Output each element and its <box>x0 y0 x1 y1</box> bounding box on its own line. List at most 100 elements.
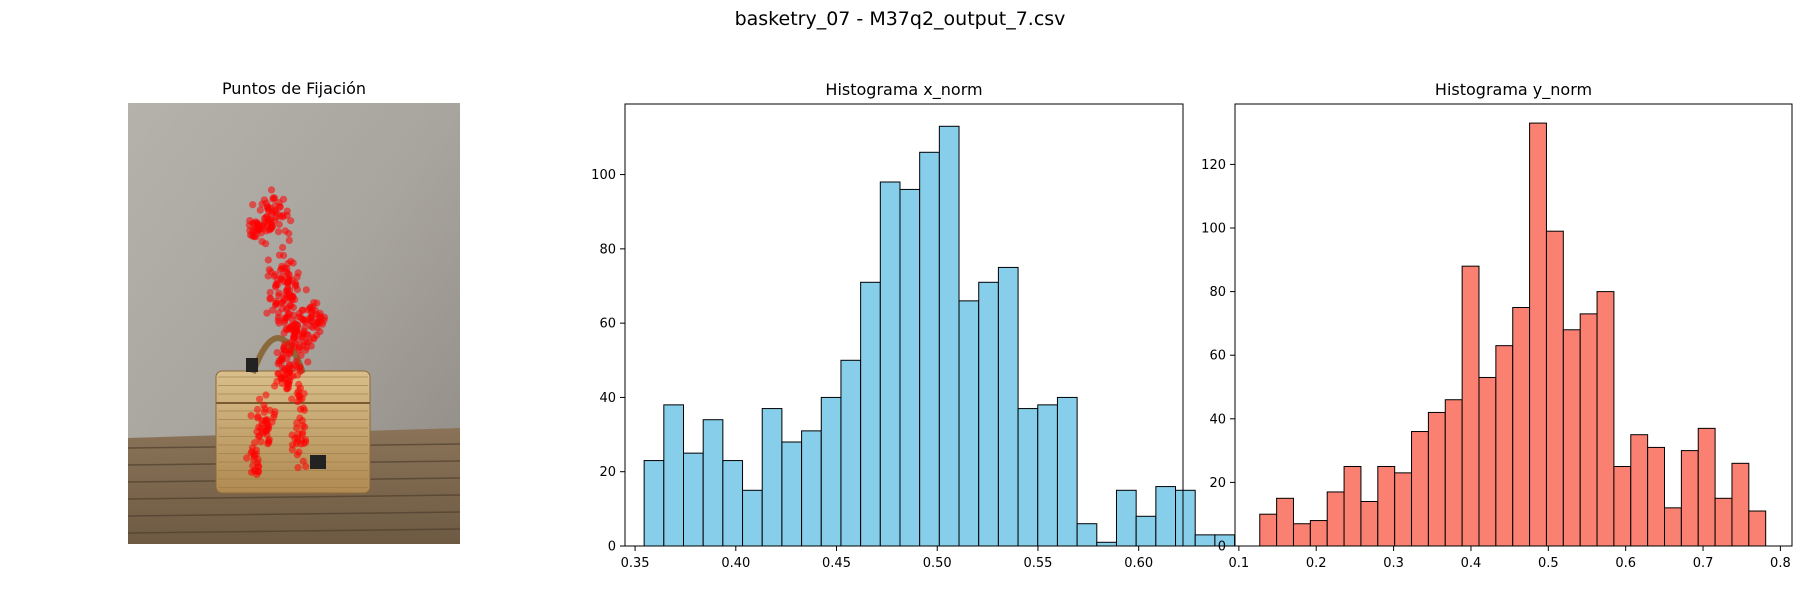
fixation-point <box>261 405 269 413</box>
fixation-point <box>289 259 297 267</box>
basket-photo <box>127 103 461 544</box>
y-tick-label: 80 <box>1209 285 1226 300</box>
y-tick-label: 40 <box>1209 412 1226 427</box>
fixation-point <box>293 419 301 427</box>
histogram-bar <box>1478 376 1497 547</box>
fixation-point <box>299 404 307 412</box>
fixation-point <box>317 314 325 322</box>
x-tick-label: 0.7 <box>1693 556 1714 571</box>
x-tick-label: 0.50 <box>923 556 952 571</box>
fixation-point <box>286 347 294 355</box>
fixation-point <box>276 266 285 274</box>
fixation-point <box>280 319 288 327</box>
histogram-bar <box>1680 450 1699 547</box>
histogram-bar <box>1360 500 1379 547</box>
x-tick-label: 0.40 <box>721 556 750 571</box>
fixation-point <box>279 243 287 252</box>
histogram-bar <box>1714 497 1733 547</box>
fixation-point <box>283 267 291 276</box>
fixation-point <box>311 307 319 315</box>
fixation-point <box>293 424 301 432</box>
fixation-point <box>275 370 283 378</box>
fixation-point <box>243 454 251 462</box>
x-tick-label: 0.6 <box>1615 556 1636 571</box>
bars <box>1259 122 1767 547</box>
histogram-bar <box>1461 265 1480 547</box>
fixation-point <box>264 272 272 280</box>
plot-frame <box>624 103 1184 547</box>
y-tick-label: 0 <box>1218 540 1226 555</box>
fixation-point <box>273 349 281 357</box>
y-tick-label: 100 <box>591 168 616 183</box>
fixation-point <box>301 423 309 431</box>
histogram-bar <box>1309 520 1328 547</box>
fixation-point <box>277 274 285 283</box>
histogram-bar <box>1664 507 1682 547</box>
fixation-point <box>275 319 283 327</box>
y-tick-label: 0 <box>608 540 616 555</box>
fixation-point <box>289 303 297 312</box>
fixation-point <box>294 464 302 472</box>
histogram-bar <box>1495 345 1514 547</box>
fixation-point <box>260 196 268 204</box>
fixation-point <box>248 444 256 452</box>
fixation-point <box>280 329 288 337</box>
fixation-point <box>254 226 262 234</box>
fixation-point <box>247 412 255 420</box>
fixation-point <box>266 288 274 297</box>
x-tick-label: 0.55 <box>1023 556 1052 571</box>
fixation-point <box>254 412 262 421</box>
fixation-point <box>266 295 274 303</box>
fixation-point <box>287 217 295 225</box>
fixation-point <box>269 195 277 203</box>
fixation-point <box>252 233 260 241</box>
figure-title: basketry_07 - M37q2_output_7.csv <box>734 8 1066 30</box>
histogram-bar <box>1394 472 1413 547</box>
fixation-point <box>288 294 296 302</box>
histogram-bar <box>1613 466 1632 547</box>
fixation-point <box>280 251 288 260</box>
fixation-point <box>280 365 288 373</box>
fixation-point <box>263 213 271 221</box>
fixation-point <box>316 328 324 336</box>
fixation-point <box>287 372 295 380</box>
photo-clasp <box>246 358 258 372</box>
image-panel-title: Puntos de Fijación <box>222 79 366 98</box>
fixation-point <box>249 201 257 209</box>
fixation-point <box>250 467 258 475</box>
fixation-point <box>281 371 289 379</box>
fixation-point <box>272 280 281 288</box>
x-tick-label: 0.60 <box>1124 556 1153 571</box>
histogram-bar <box>1647 446 1666 547</box>
fixation-point <box>302 286 310 294</box>
histogram-bar <box>1259 513 1278 547</box>
x-tick-label: 0.8 <box>1770 556 1791 571</box>
fixation-point <box>265 266 273 274</box>
fixation-point <box>264 437 273 445</box>
bars <box>643 125 1236 547</box>
histogram-bar <box>1512 307 1531 547</box>
fixation-point <box>294 430 302 438</box>
fixation-point <box>295 448 303 456</box>
y-tick-label: 20 <box>599 465 616 480</box>
histogram-bar <box>1545 230 1564 547</box>
fixation-point <box>300 329 308 338</box>
fixation-point <box>289 316 297 324</box>
fixation-point <box>295 387 303 395</box>
fixation-point <box>293 322 302 330</box>
histogram-bar <box>1596 291 1615 547</box>
fixation-point <box>268 208 277 216</box>
fixation-point <box>302 462 310 471</box>
histogram-bar <box>1579 313 1598 547</box>
fixation-point <box>272 297 280 305</box>
fixation-point <box>285 236 293 244</box>
chart-title: Histograma y_norm <box>1435 80 1592 100</box>
histogram-bar <box>1175 489 1196 547</box>
x-tick-label: 0.5 <box>1538 556 1559 571</box>
fixation-point <box>274 228 283 236</box>
fixation-point <box>303 343 311 351</box>
fixation-point <box>270 272 278 280</box>
fixation-point <box>283 354 291 362</box>
